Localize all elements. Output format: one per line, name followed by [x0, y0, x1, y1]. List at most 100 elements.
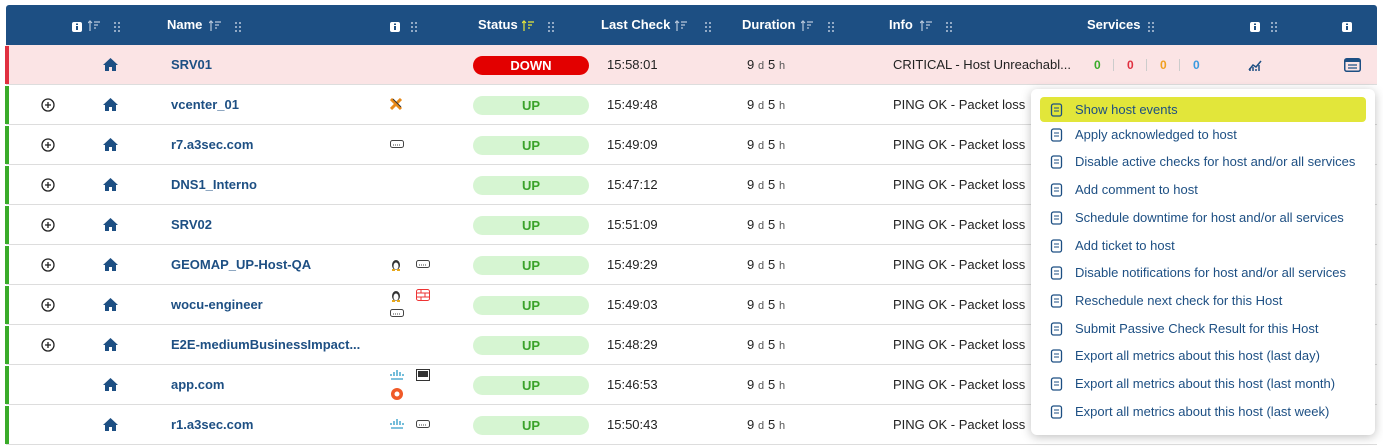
expand-button[interactable]	[41, 218, 55, 232]
row-state-bar	[5, 206, 9, 244]
menu-item[interactable]: Disable notifications for host and/or al…	[1075, 265, 1346, 280]
host-name[interactable]: r7.a3sec.com	[171, 137, 254, 152]
info-icon	[72, 20, 82, 32]
device-icon	[390, 138, 404, 151]
column-header[interactable]: Info	[889, 17, 913, 32]
menu-icon	[1050, 322, 1063, 336]
column-header[interactable]: Services	[1087, 17, 1141, 32]
row-state-bar	[5, 326, 9, 364]
duration-hours: 5	[768, 137, 776, 152]
last-check: 15:50:43	[607, 417, 658, 432]
status-badge: UP	[473, 216, 589, 235]
duration-unit: h	[779, 380, 786, 392]
host-icon	[103, 58, 118, 71]
expand-button[interactable]	[41, 138, 55, 152]
row-state-bar	[5, 126, 9, 164]
device-icon	[390, 387, 404, 400]
details-button[interactable]	[1344, 58, 1361, 72]
menu-item[interactable]: Reschedule next check for this Host	[1075, 293, 1283, 308]
sort-icon[interactable]	[674, 20, 687, 32]
host-name[interactable]: app.com	[171, 377, 225, 392]
status-badge: UP	[473, 336, 589, 355]
host-name[interactable]: SRV02	[171, 217, 212, 232]
last-check: 15:49:03	[607, 297, 658, 312]
context-menu	[1031, 89, 1375, 435]
drag-handle	[705, 20, 711, 32]
info-text: PING OK - Packet loss	[893, 297, 1026, 312]
duration-unit: d	[758, 180, 765, 192]
host-icon	[103, 98, 118, 111]
device-icon	[390, 307, 404, 320]
last-check: 15:48:29	[607, 337, 658, 352]
duration-hours: 5	[768, 417, 776, 432]
host-name[interactable]: E2E-mediumBusinessImpact...	[171, 337, 361, 352]
expand-button[interactable]	[41, 338, 55, 352]
host-icon	[103, 258, 118, 271]
column-header[interactable]: Status	[478, 17, 518, 32]
expand-button[interactable]	[41, 258, 55, 272]
info-text: PING OK - Packet loss	[893, 137, 1026, 152]
service-count: 0	[1193, 58, 1200, 72]
row-state-bar	[5, 406, 9, 444]
menu-item[interactable]: Disable active checks for host and/or al…	[1075, 154, 1356, 169]
device-icon	[390, 418, 404, 431]
menu-icon	[1050, 266, 1063, 280]
menu-item[interactable]: Export all metrics about this host (last…	[1075, 348, 1320, 363]
menu-item[interactable]: Add comment to host	[1075, 182, 1198, 197]
host-name[interactable]: SRV01	[171, 57, 212, 72]
host-name[interactable]: vcenter_01	[171, 97, 239, 112]
sort-icon[interactable]	[208, 20, 221, 32]
duration-days: 9	[747, 377, 755, 392]
table-header	[6, 5, 1377, 45]
menu-item[interactable]: Export all metrics about this host (last…	[1075, 404, 1330, 419]
host-icon	[103, 218, 118, 231]
menu-item[interactable]: Apply acknowledged to host	[1075, 127, 1237, 142]
column-header[interactable]: Name	[167, 17, 203, 32]
menu-item[interactable]: Add ticket to host	[1075, 238, 1175, 253]
menu-item[interactable]: Export all metrics about this host (last…	[1075, 376, 1336, 391]
duration-unit: h	[779, 300, 786, 312]
last-check: 15:47:12	[607, 177, 658, 192]
expand-button[interactable]	[41, 98, 55, 112]
drag-handle	[411, 20, 417, 32]
info-text: PING OK - Packet loss	[893, 257, 1026, 272]
host-name[interactable]: wocu-engineer	[171, 297, 263, 312]
menu-item[interactable]: Show host events	[1075, 102, 1178, 117]
duration-days: 9	[747, 57, 755, 72]
row-state-bar	[5, 246, 9, 284]
status-badge: UP	[473, 176, 589, 195]
separator	[1113, 59, 1114, 71]
drag-handle	[828, 20, 834, 32]
device-icon	[390, 289, 404, 302]
duration-unit: d	[758, 140, 765, 152]
column-header[interactable]: Last Check	[601, 17, 671, 32]
expand-button[interactable]	[41, 178, 55, 192]
menu-icon	[1050, 103, 1063, 117]
menu-item[interactable]: Submit Passive Check Result for this Hos…	[1075, 321, 1319, 336]
info-icon	[390, 20, 400, 32]
sort-icon[interactable]	[521, 20, 534, 32]
host-name[interactable]: DNS1_Interno	[171, 177, 257, 192]
graph-button[interactable]	[1248, 59, 1262, 71]
column-header[interactable]: Duration	[742, 17, 796, 32]
sort-icon[interactable]	[919, 20, 932, 32]
duration-hours: 5	[768, 297, 776, 312]
host-name[interactable]: GEOMAP_UP-Host-QA	[171, 257, 312, 272]
sort-icon[interactable]	[800, 20, 813, 32]
drag-handle	[946, 20, 952, 32]
drag-handle	[114, 20, 120, 32]
duration-unit: h	[779, 100, 786, 112]
menu-icon	[1050, 377, 1063, 391]
info-text: CRITICAL - Host Unreachabl...	[893, 57, 1071, 72]
host-icon	[103, 298, 118, 311]
duration-unit: h	[779, 340, 786, 352]
expand-button[interactable]	[41, 298, 55, 312]
host-icon	[103, 378, 118, 391]
duration-unit: h	[779, 180, 786, 192]
menu-item[interactable]: Schedule downtime for host and/or all se…	[1075, 210, 1344, 225]
drag-handle	[1271, 20, 1277, 32]
sort-icon[interactable]	[87, 20, 100, 32]
drag-handle	[1148, 20, 1154, 32]
host-name[interactable]: r1.a3sec.com	[171, 417, 254, 432]
